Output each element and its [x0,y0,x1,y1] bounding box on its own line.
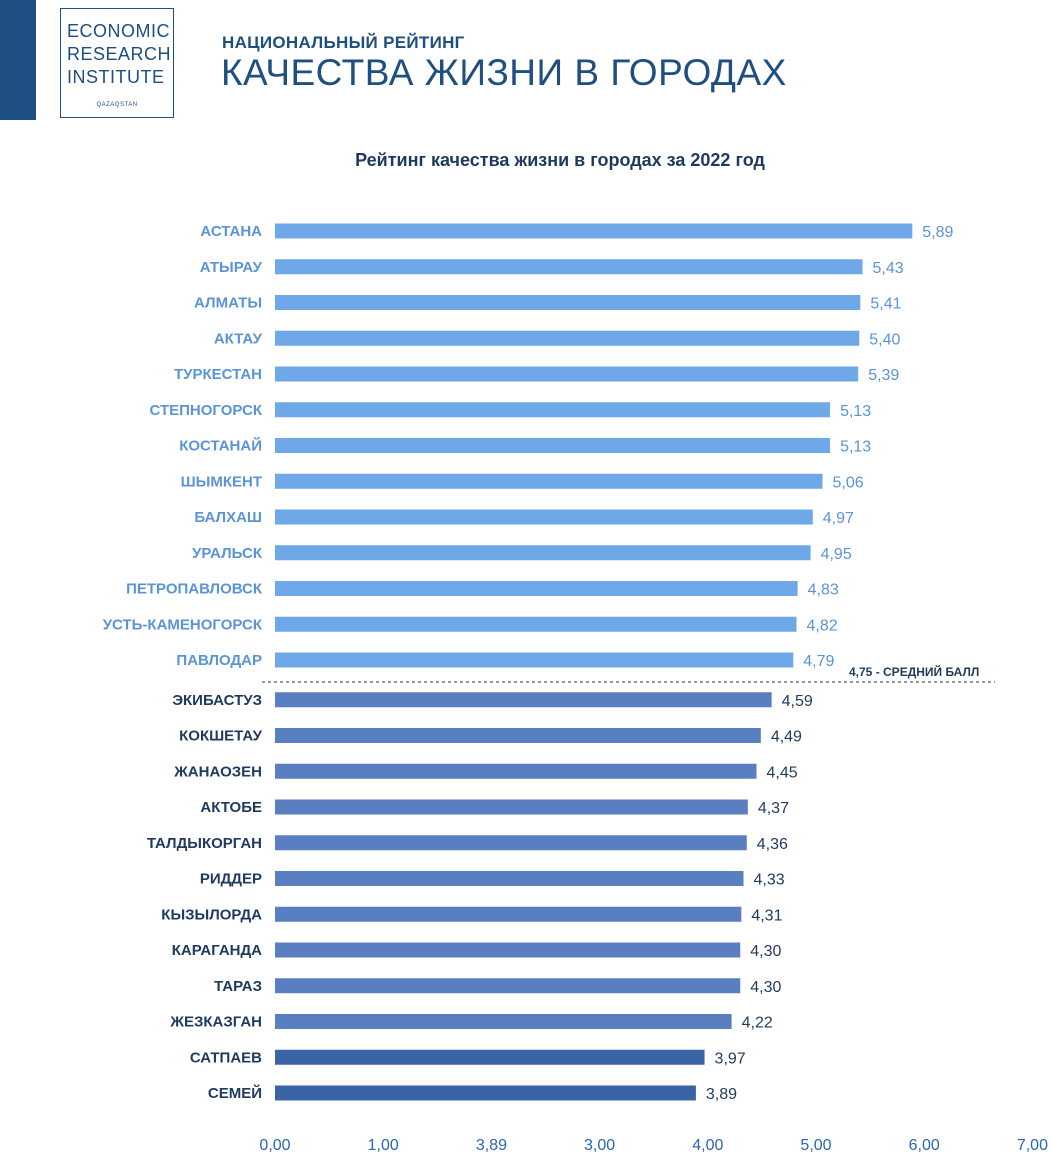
category-label: СЕМЕЙ [208,1084,262,1102]
bar [275,906,742,922]
category-label: СТЕПНОГОРСК [150,402,263,419]
category-label: ЭКИБАСТУЗ [172,692,262,709]
bar [275,581,798,596]
bar [275,728,761,743]
value-label: 5,40 [869,331,900,348]
bar [275,259,863,275]
value-label: 4,30 [750,979,781,996]
value-label: 5,13 [840,403,871,420]
category-label: ЖЕЗКАЗГАН [169,1014,262,1031]
category-label: ТАЛДЫКОРГАН [147,835,262,852]
bar [275,1014,732,1029]
value-label: 4,30 [750,943,781,960]
bar [275,978,741,994]
value-label: 4,82 [807,617,838,634]
value-label: 4,31 [751,907,782,924]
bar [275,366,859,382]
value-label: 3,97 [715,1050,746,1067]
bar [275,652,794,668]
value-label: 4,79 [803,653,834,670]
bar [275,692,772,708]
bar [275,763,757,779]
bar [275,799,748,815]
bar [275,223,913,239]
bar [275,871,744,886]
category-label: УСТЬ-КАМЕНОГОРСК [103,616,263,633]
average-label: 4,75 - СРЕДНИЙ БАЛЛ [849,664,979,679]
x-tick-label: 7,00 [1017,1137,1048,1154]
value-label: 5,06 [832,474,863,491]
bar [275,330,860,346]
x-tick-label: 3,89 [476,1137,507,1154]
x-tick-label: 5,00 [800,1137,831,1154]
category-label: АСТАНА [200,223,262,240]
logo-line-1: ECONOMIC [67,21,170,41]
labels-layer: АСТАНА 5,89 АТЫРАУ 5,43 АЛМАТЫ 5,41 АКТАУ 5,40 Т… [103,223,980,1103]
category-label: БАЛХАШ [194,509,262,526]
x-tick-label: 6,00 [909,1137,940,1154]
bar [275,473,823,489]
header-subtitle: НАЦИОНАЛЬНЫЙ РЕЙТИНГ [222,33,465,52]
brand-side-bar [0,0,36,120]
logo-line-3: INSTITUTE [67,67,165,87]
page-title: КАЧЕСТВА ЖИЗНИ В ГОРОДАХ [221,52,787,93]
bar [275,616,797,632]
value-label: 5,13 [840,439,871,456]
value-label: 4,83 [808,582,839,599]
value-label: 4,37 [758,800,789,817]
category-label: АЛМАТЫ [194,295,262,312]
category-label: КОСТАНАЙ [179,437,262,455]
category-label: ПЕТРОПАВЛОВСК [126,581,263,598]
chart-title: Рейтинг качества жизни в городах за 2022… [355,150,765,170]
value-label: 4,59 [782,693,813,710]
category-label: САТПАЕВ [190,1049,262,1066]
institute-logo: ECONOMIC RESEARCH INSTITUTE QAZAQSTAN [60,8,174,118]
x-tick-label: 0,00 [259,1137,290,1154]
value-label: 4,97 [823,510,854,527]
logo-line-2: RESEARCH [67,44,172,64]
category-label: РИДДЕР [200,871,262,888]
x-axis: 0,00 1,00 3,89 3,00 4,00 5,00 6,00 7,00 [259,1137,1048,1154]
value-label: 4,45 [766,764,797,781]
value-label: 4,49 [771,729,802,746]
bars-layer [262,223,995,1101]
category-label: ПАВЛОДАР [176,652,262,669]
bar [275,942,741,958]
category-label: АКТАУ [214,330,263,347]
bar [275,835,747,851]
category-label: ТАРАЗ [214,978,262,995]
value-label: 4,95 [821,546,852,563]
category-label: УРАЛЬСК [192,545,263,562]
bar [275,1049,705,1065]
x-tick-label: 3,00 [584,1137,615,1154]
bar [275,402,831,418]
value-label: 4,36 [757,836,788,853]
bar [275,1085,696,1101]
bar [275,545,811,561]
value-label: 4,33 [754,872,785,889]
value-label: 5,39 [868,367,899,384]
value-label: 5,89 [922,224,953,241]
value-label: 3,89 [706,1086,737,1103]
value-label: 4,22 [742,1015,773,1032]
category-label: АТЫРАУ [200,259,263,276]
category-label: КАРАГАНДА [172,942,262,959]
x-tick-label: 1,00 [368,1137,399,1154]
value-label: 5,43 [873,260,904,277]
value-label: 5,41 [870,296,901,313]
category-label: КОКШЕТАУ [179,728,263,745]
category-label: КЫЗЫЛОРДА [161,906,262,923]
x-tick-label: 4,00 [692,1137,723,1154]
category-label: ТУРКЕСТАН [174,366,262,383]
logo-subtext: QAZAQSTAN [96,102,138,108]
category-label: ЖАНАОЗЕН [173,763,262,780]
category-label: ШЫМКЕНТ [181,473,262,490]
bar [275,438,831,453]
category-label: АКТОБЕ [200,799,262,816]
bar [275,509,813,525]
bar [275,295,861,310]
